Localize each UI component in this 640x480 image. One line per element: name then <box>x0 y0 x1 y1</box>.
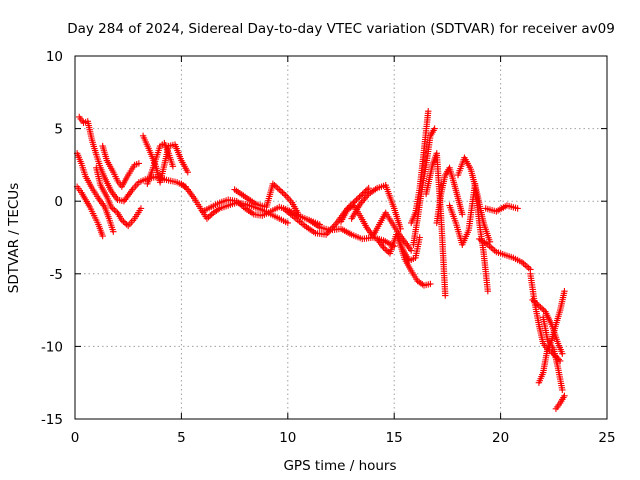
x-tick-label: 20 <box>492 430 509 446</box>
data-point <box>561 392 568 399</box>
data-point <box>427 280 434 288</box>
data-point <box>484 288 492 295</box>
data-point <box>538 305 546 312</box>
data-point <box>135 160 143 167</box>
x-axis-title: GPS time / hours <box>283 458 396 474</box>
x-tick-label: 5 <box>177 430 186 446</box>
data-point <box>535 302 543 309</box>
series-arc-w <box>476 235 534 273</box>
data-point <box>431 125 438 132</box>
series-arc-d <box>93 164 145 230</box>
data-point <box>99 232 106 240</box>
data-point <box>184 168 191 176</box>
y-axis-title: SDTVAR / TECUs <box>6 183 22 293</box>
data-point <box>362 187 369 195</box>
series-arc-b <box>73 150 117 235</box>
data-point <box>206 212 214 219</box>
x-tick-label: 10 <box>279 430 296 446</box>
data-point <box>356 193 363 201</box>
y-tick-label: 10 <box>46 49 63 65</box>
y-tick-label: 5 <box>54 122 63 138</box>
data-point <box>121 219 129 227</box>
data-point <box>559 350 566 357</box>
series-arc-g <box>144 139 177 187</box>
data-point <box>514 205 521 212</box>
y-tick-label: 0 <box>54 194 63 210</box>
series-arc-x <box>482 202 521 215</box>
data-point <box>137 205 145 212</box>
series-arc-s <box>422 150 449 299</box>
y-tick-label: -10 <box>41 339 63 355</box>
grid-lines <box>75 56 607 419</box>
chart-title: Day 284 of 2024, Sidereal Day-to-day VTE… <box>67 21 615 37</box>
series-arc-n <box>348 182 404 232</box>
data-point <box>425 107 432 115</box>
series-arc-j <box>231 180 302 218</box>
series-arc-c <box>73 183 106 240</box>
series-arc-e <box>99 142 143 190</box>
x-tick-label: 25 <box>598 430 615 446</box>
plot-frame <box>74 55 608 420</box>
data-point <box>561 288 568 295</box>
data-point <box>295 211 302 218</box>
data-point <box>110 228 117 235</box>
data-point <box>530 298 538 305</box>
data-point <box>381 245 389 253</box>
data-point <box>277 187 285 195</box>
y-tick-label: -15 <box>41 412 63 428</box>
series-arc-ac <box>552 392 568 413</box>
data-point <box>279 189 286 196</box>
series-arc-ab <box>539 314 566 394</box>
data-point <box>365 184 372 192</box>
data-point <box>353 196 360 203</box>
data-point <box>354 195 362 202</box>
data-point <box>169 163 177 170</box>
data-point <box>416 234 423 241</box>
series-arc-t <box>433 164 466 227</box>
series-arc-v <box>454 154 494 246</box>
data-point <box>556 357 564 365</box>
data-point <box>408 247 415 254</box>
x-tick-label: 0 <box>71 430 80 446</box>
data-point <box>280 190 288 198</box>
series-arc-r <box>395 235 434 289</box>
series-arc-u <box>446 180 492 295</box>
data-point <box>383 247 390 254</box>
data-point <box>459 211 466 218</box>
data-point <box>351 198 359 205</box>
data-point <box>276 186 283 193</box>
data-point <box>363 186 371 193</box>
data-point <box>559 386 566 394</box>
y-tick-label: -5 <box>50 267 63 283</box>
data-point <box>357 192 365 199</box>
data-point <box>111 206 118 214</box>
data-points <box>73 107 568 413</box>
series-arc-p <box>408 107 432 227</box>
x-tick-label: 15 <box>386 430 403 446</box>
data-point <box>397 225 404 232</box>
data-point <box>442 292 449 299</box>
data-point <box>359 190 366 198</box>
data-point <box>360 189 368 196</box>
data-point <box>284 219 291 227</box>
data-point <box>272 183 280 190</box>
axis-ticks: 0 5 10 15 20 25 -15 -10 -5 0 5 10 <box>41 49 616 446</box>
series-arc-q <box>410 125 438 248</box>
